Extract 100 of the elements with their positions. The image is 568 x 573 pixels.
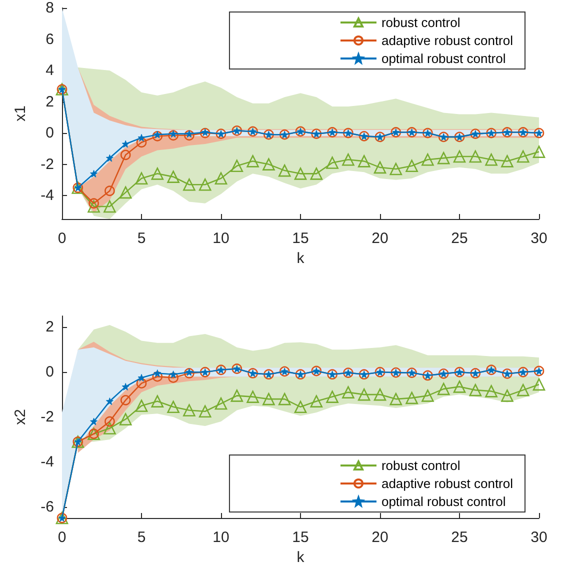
point — [390, 162, 402, 176]
point — [138, 374, 146, 382]
point — [167, 170, 180, 183]
point — [104, 422, 116, 434]
point — [154, 130, 162, 138]
point — [120, 150, 131, 160]
point — [90, 418, 98, 426]
point — [246, 155, 259, 168]
point — [469, 150, 482, 163]
y-tick-label: -2 — [40, 408, 54, 426]
point — [170, 370, 178, 378]
legend-label: robust control — [381, 15, 460, 30]
point — [136, 137, 147, 148]
point — [326, 156, 338, 169]
point — [214, 172, 228, 185]
point — [168, 130, 178, 141]
point — [342, 153, 354, 166]
point — [262, 392, 275, 406]
y-axis-title: x2 — [12, 409, 29, 425]
point — [152, 131, 163, 142]
point — [183, 404, 196, 416]
point — [104, 416, 115, 427]
point — [184, 130, 194, 141]
point — [294, 400, 307, 414]
point — [406, 392, 418, 404]
point — [374, 388, 386, 401]
point — [262, 158, 275, 170]
x-tick-label: 15 — [292, 230, 309, 247]
point — [152, 371, 163, 382]
y-tick-label: -2 — [40, 156, 54, 173]
point — [151, 168, 164, 180]
legend-label: adaptive robust control — [381, 476, 514, 491]
x-tick-label: 25 — [451, 230, 468, 247]
x-tick-label: 5 — [137, 230, 146, 247]
point — [358, 155, 370, 168]
point — [230, 390, 244, 402]
point — [310, 168, 323, 180]
point — [138, 134, 146, 142]
point — [183, 178, 196, 191]
point — [135, 172, 148, 185]
y-tick-label: 2 — [46, 93, 54, 110]
point — [88, 200, 100, 213]
x-tick-label: 0 — [58, 529, 66, 546]
point — [185, 368, 193, 376]
point — [119, 413, 132, 426]
x-tick-label: 10 — [212, 230, 230, 247]
point — [437, 152, 450, 164]
point — [342, 386, 354, 398]
point — [230, 160, 244, 172]
x-tick-label: 10 — [212, 529, 230, 546]
point — [437, 382, 450, 396]
x-tick-label: 0 — [58, 230, 66, 247]
point — [151, 395, 164, 408]
point — [532, 146, 546, 158]
point — [422, 390, 434, 402]
point — [167, 400, 180, 414]
point — [501, 155, 514, 168]
point — [246, 390, 259, 403]
point — [122, 140, 130, 148]
y-tick-label: 2 — [46, 318, 54, 336]
y-tick-label: 4 — [46, 62, 54, 80]
point — [106, 398, 114, 406]
point — [469, 384, 482, 396]
legend-label: adaptive robust control — [381, 33, 514, 48]
x-tick-label: 30 — [530, 529, 548, 546]
y-tick-label: 8 — [46, 0, 54, 16]
point — [532, 378, 546, 391]
point — [88, 198, 99, 209]
x-tick-label: 15 — [292, 529, 309, 546]
point — [485, 153, 498, 166]
point — [198, 405, 212, 418]
point — [119, 186, 132, 199]
point — [122, 382, 130, 390]
point — [485, 385, 498, 398]
point — [516, 150, 530, 163]
point — [390, 392, 402, 406]
y-tick-label: -4 — [40, 453, 54, 470]
point — [278, 392, 291, 406]
point — [90, 170, 98, 178]
x-axis-title: k — [296, 250, 305, 267]
point — [170, 130, 178, 138]
y-tick-label: -4 — [40, 187, 54, 204]
point — [106, 154, 114, 162]
point — [198, 178, 212, 191]
legend-label: optimal robust control — [381, 494, 506, 509]
point — [185, 130, 193, 138]
point — [104, 200, 116, 213]
point — [374, 161, 386, 174]
y-tick-label: 0 — [46, 364, 54, 381]
point — [501, 390, 514, 402]
point — [453, 380, 466, 393]
y-tick-label: 6 — [46, 30, 54, 48]
point — [154, 369, 162, 377]
x-tick-label: 20 — [372, 230, 388, 247]
point — [135, 400, 148, 412]
point — [136, 378, 147, 388]
point — [406, 160, 418, 172]
x-tick-label: 25 — [451, 529, 468, 546]
point — [422, 153, 434, 166]
x-tick-label: 30 — [530, 230, 548, 247]
